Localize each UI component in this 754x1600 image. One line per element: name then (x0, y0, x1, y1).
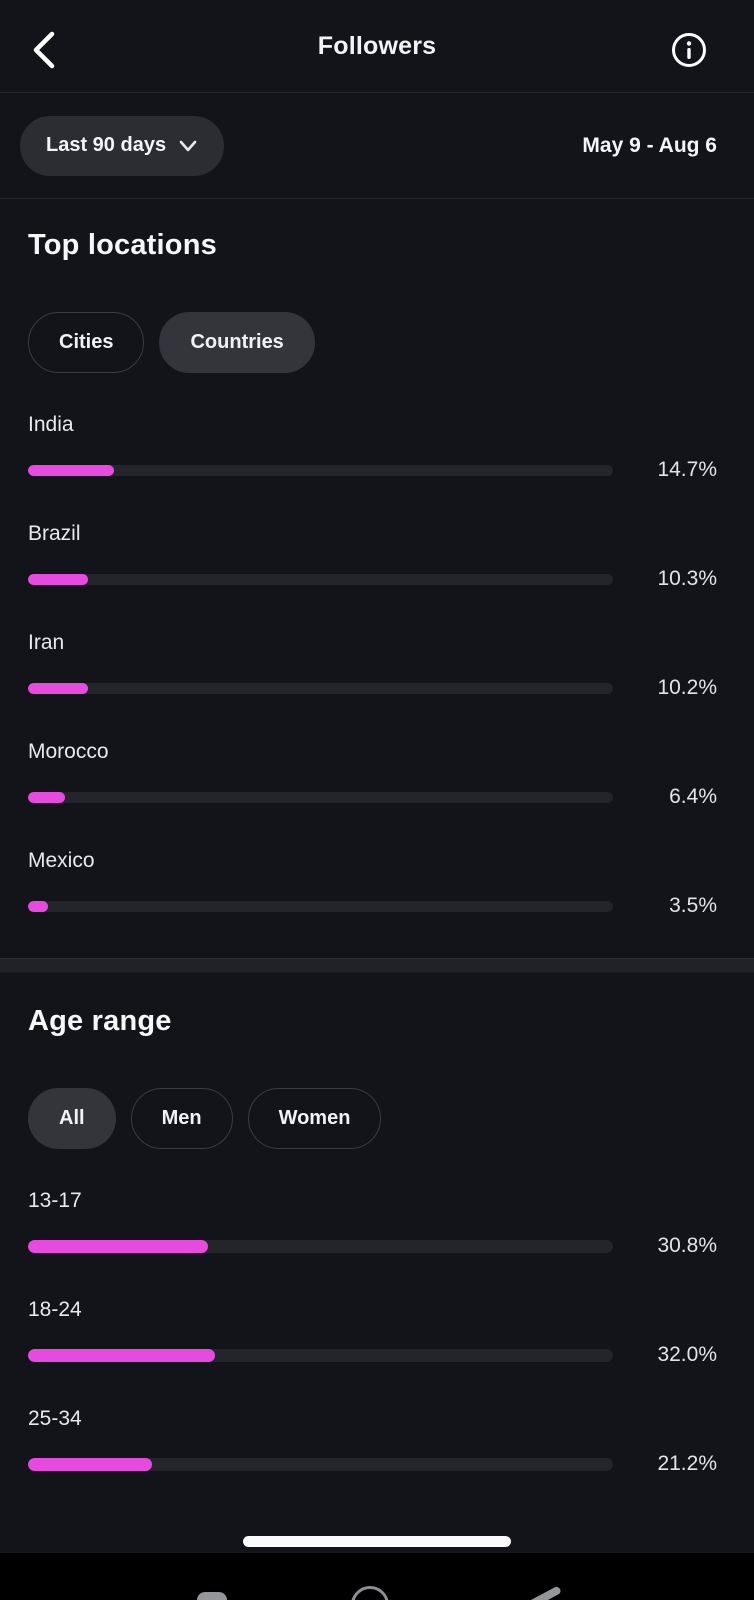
stat-label: Mexico (28, 849, 95, 872)
stat-percentage: 30.8% (657, 1234, 717, 1257)
chevron-down-icon (179, 140, 197, 151)
stat-label: Brazil (28, 522, 81, 545)
bar-fill (28, 1457, 153, 1471)
bar-fill (28, 464, 114, 476)
page-title: Followers (317, 31, 437, 60)
stat-bar: 14.7% (28, 458, 717, 482)
home-indicator[interactable] (243, 1536, 511, 1547)
bar-track (28, 1348, 613, 1362)
tab-women[interactable]: Women (247, 1088, 382, 1149)
stat-row: Mexico 3.5% (28, 847, 717, 918)
bar-track (28, 1239, 613, 1253)
tab-cities[interactable]: Cities (28, 312, 145, 373)
stat-bar: 3.5% (28, 894, 717, 918)
location-tabs: Cities Countries (28, 312, 717, 373)
header: Followers (0, 0, 754, 93)
location-bars: India 14.7% Brazil 10.3% Iran 10.2% Moro… (28, 411, 717, 918)
filter-row: Last 90 days May 9 - Aug 6 (0, 93, 754, 199)
nav-share-arrow-icon[interactable] (528, 1585, 562, 1600)
info-button[interactable] (670, 31, 708, 69)
stat-percentage: 6.4% (669, 785, 717, 808)
stat-row: 25-34 21.2% (28, 1405, 717, 1476)
stat-row: Morocco 6.4% (28, 738, 717, 809)
tab-men[interactable]: Men (130, 1088, 233, 1149)
back-button[interactable] (22, 28, 66, 72)
back-chevron-icon (33, 31, 55, 69)
stat-label: India (28, 413, 74, 436)
bar-fill (28, 1348, 216, 1362)
bar-fill (28, 791, 66, 803)
bar-track (28, 1457, 613, 1471)
bar-track (28, 464, 613, 476)
stat-label: Iran (28, 631, 65, 654)
stat-bar: 10.2% (28, 676, 717, 700)
info-icon (672, 33, 706, 67)
stat-percentage: 32.0% (657, 1343, 717, 1366)
bottom-nav-partial (0, 1553, 754, 1600)
gender-tabs: All Men Women (28, 1088, 717, 1149)
stat-bar: 10.3% (28, 567, 717, 591)
bar-track (28, 900, 613, 912)
stat-percentage: 21.2% (657, 1452, 717, 1475)
stat-row: Iran 10.2% (28, 629, 717, 700)
bar-fill (28, 900, 49, 912)
stat-percentage: 14.7% (657, 458, 717, 481)
stat-label: 13-17 (28, 1189, 82, 1212)
bar-fill (28, 682, 88, 694)
top-locations-title: Top locations (28, 229, 217, 261)
nav-profile-circle-icon[interactable] (351, 1586, 389, 1600)
date-range-text: May 9 - Aug 6 (582, 133, 717, 157)
top-locations-section: Top locations Cities Countries India 14.… (0, 199, 754, 958)
stat-percentage: 3.5% (669, 894, 717, 917)
stat-bar: 6.4% (28, 785, 717, 809)
date-range-dropdown-label: Last 90 days (46, 134, 167, 156)
tab-countries[interactable]: Countries (159, 312, 315, 373)
bar-fill (28, 573, 89, 585)
stat-label: 18-24 (28, 1298, 82, 1321)
age-range-title: Age range (28, 1005, 172, 1037)
age-bars: 13-17 30.8% 18-24 32.0% 25-34 21.2% (28, 1187, 717, 1476)
stat-percentage: 10.3% (657, 567, 717, 590)
stat-row: India 14.7% (28, 411, 717, 482)
stat-bar: 30.8% (28, 1234, 717, 1258)
bar-track (28, 573, 613, 585)
stat-label: Morocco (28, 740, 109, 763)
section-divider (0, 958, 754, 973)
stat-label: 25-34 (28, 1407, 82, 1430)
stat-bar: 21.2% (28, 1452, 717, 1476)
bar-fill (28, 1239, 209, 1253)
stat-bar: 32.0% (28, 1343, 717, 1367)
stat-percentage: 10.2% (657, 676, 717, 699)
age-range-section: Age range All Men Women 13-17 30.8% 18-2… (0, 973, 754, 1553)
nav-square-icon[interactable] (197, 1592, 227, 1600)
bar-track (28, 682, 613, 694)
stat-row: 13-17 30.8% (28, 1187, 717, 1258)
bar-track (28, 791, 613, 803)
date-range-dropdown[interactable]: Last 90 days (20, 115, 225, 176)
stat-row: 18-24 32.0% (28, 1296, 717, 1367)
tab-all[interactable]: All (28, 1088, 116, 1149)
stat-row: Brazil 10.3% (28, 520, 717, 591)
